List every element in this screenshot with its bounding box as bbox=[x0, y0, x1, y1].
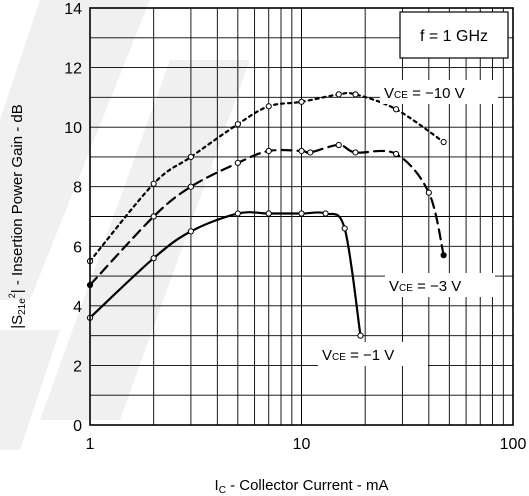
data-point bbox=[335, 141, 342, 149]
tick-labels: 0 2 4 6 8 10 12 14 1 10 100 bbox=[64, 1, 526, 453]
plot-frame bbox=[89, 7, 514, 426]
y-tick-label: 2 bbox=[73, 358, 82, 375]
series-1 bbox=[86, 91, 447, 265]
data-point bbox=[234, 159, 241, 166]
data-point bbox=[341, 225, 348, 232]
data-point bbox=[187, 228, 195, 235]
data-point bbox=[440, 138, 447, 146]
y-tick-label: 6 bbox=[73, 239, 82, 256]
data-point bbox=[265, 210, 272, 217]
series-label-2: VCE = −3 V bbox=[385, 273, 495, 297]
data-point bbox=[307, 149, 314, 156]
data-point bbox=[298, 210, 305, 217]
data-point bbox=[234, 210, 241, 217]
data-point bbox=[265, 147, 272, 155]
data-point bbox=[187, 183, 195, 190]
y-tick-label: 4 bbox=[73, 299, 82, 316]
condition-label: f = 1 GHz bbox=[420, 28, 488, 45]
series-label-text: VCE = −1 V bbox=[322, 347, 394, 364]
data-point bbox=[234, 121, 241, 128]
data-point bbox=[187, 153, 195, 161]
data-point bbox=[440, 252, 447, 259]
data-point bbox=[352, 91, 359, 98]
watermark bbox=[0, 0, 250, 450]
y-tick-label: 0 bbox=[73, 418, 82, 435]
data-point bbox=[298, 147, 305, 155]
x-tick-label: 10 bbox=[293, 436, 311, 453]
series-labels: VCE = −10 V VCE = −3 V VCE = −1 V bbox=[318, 80, 498, 366]
condition-box: f = 1 GHz bbox=[399, 11, 509, 59]
series-label-text: VCE = −3 V bbox=[389, 278, 461, 295]
data-point bbox=[335, 91, 342, 98]
data-point bbox=[150, 180, 157, 187]
series-3 bbox=[86, 210, 364, 339]
data-point bbox=[425, 189, 432, 196]
series-label-text: VCE = −10 V bbox=[384, 85, 465, 102]
series-label-background bbox=[385, 273, 495, 297]
series-label-3: VCE = −1 V bbox=[318, 342, 428, 366]
series-line bbox=[88, 91, 445, 263]
y-axis-label: |S21e2| - Insertion Power Gain - dB bbox=[7, 104, 28, 329]
x-tick-label: 1 bbox=[86, 436, 95, 453]
data-point bbox=[392, 106, 400, 113]
series-layer bbox=[86, 91, 447, 339]
data-point bbox=[265, 103, 272, 110]
series-label-background bbox=[318, 342, 428, 366]
y-tick-label: 12 bbox=[64, 61, 82, 78]
data-point bbox=[150, 255, 157, 262]
data-point bbox=[322, 210, 329, 217]
x-axis-label: IC - Collector Current - mA bbox=[215, 477, 389, 496]
data-point bbox=[298, 98, 305, 105]
data-point bbox=[352, 149, 359, 156]
data-point bbox=[150, 213, 157, 220]
x-tick-label: 100 bbox=[500, 436, 527, 453]
y-tick-label: 10 bbox=[64, 120, 82, 137]
series-label-1: VCE = −10 V bbox=[380, 80, 498, 104]
data-point bbox=[357, 332, 364, 339]
data-point bbox=[392, 150, 400, 158]
y-tick-label: 8 bbox=[73, 180, 82, 197]
series-line bbox=[88, 143, 445, 287]
y-tick-label: 14 bbox=[64, 1, 82, 18]
series-label-background bbox=[380, 80, 498, 104]
